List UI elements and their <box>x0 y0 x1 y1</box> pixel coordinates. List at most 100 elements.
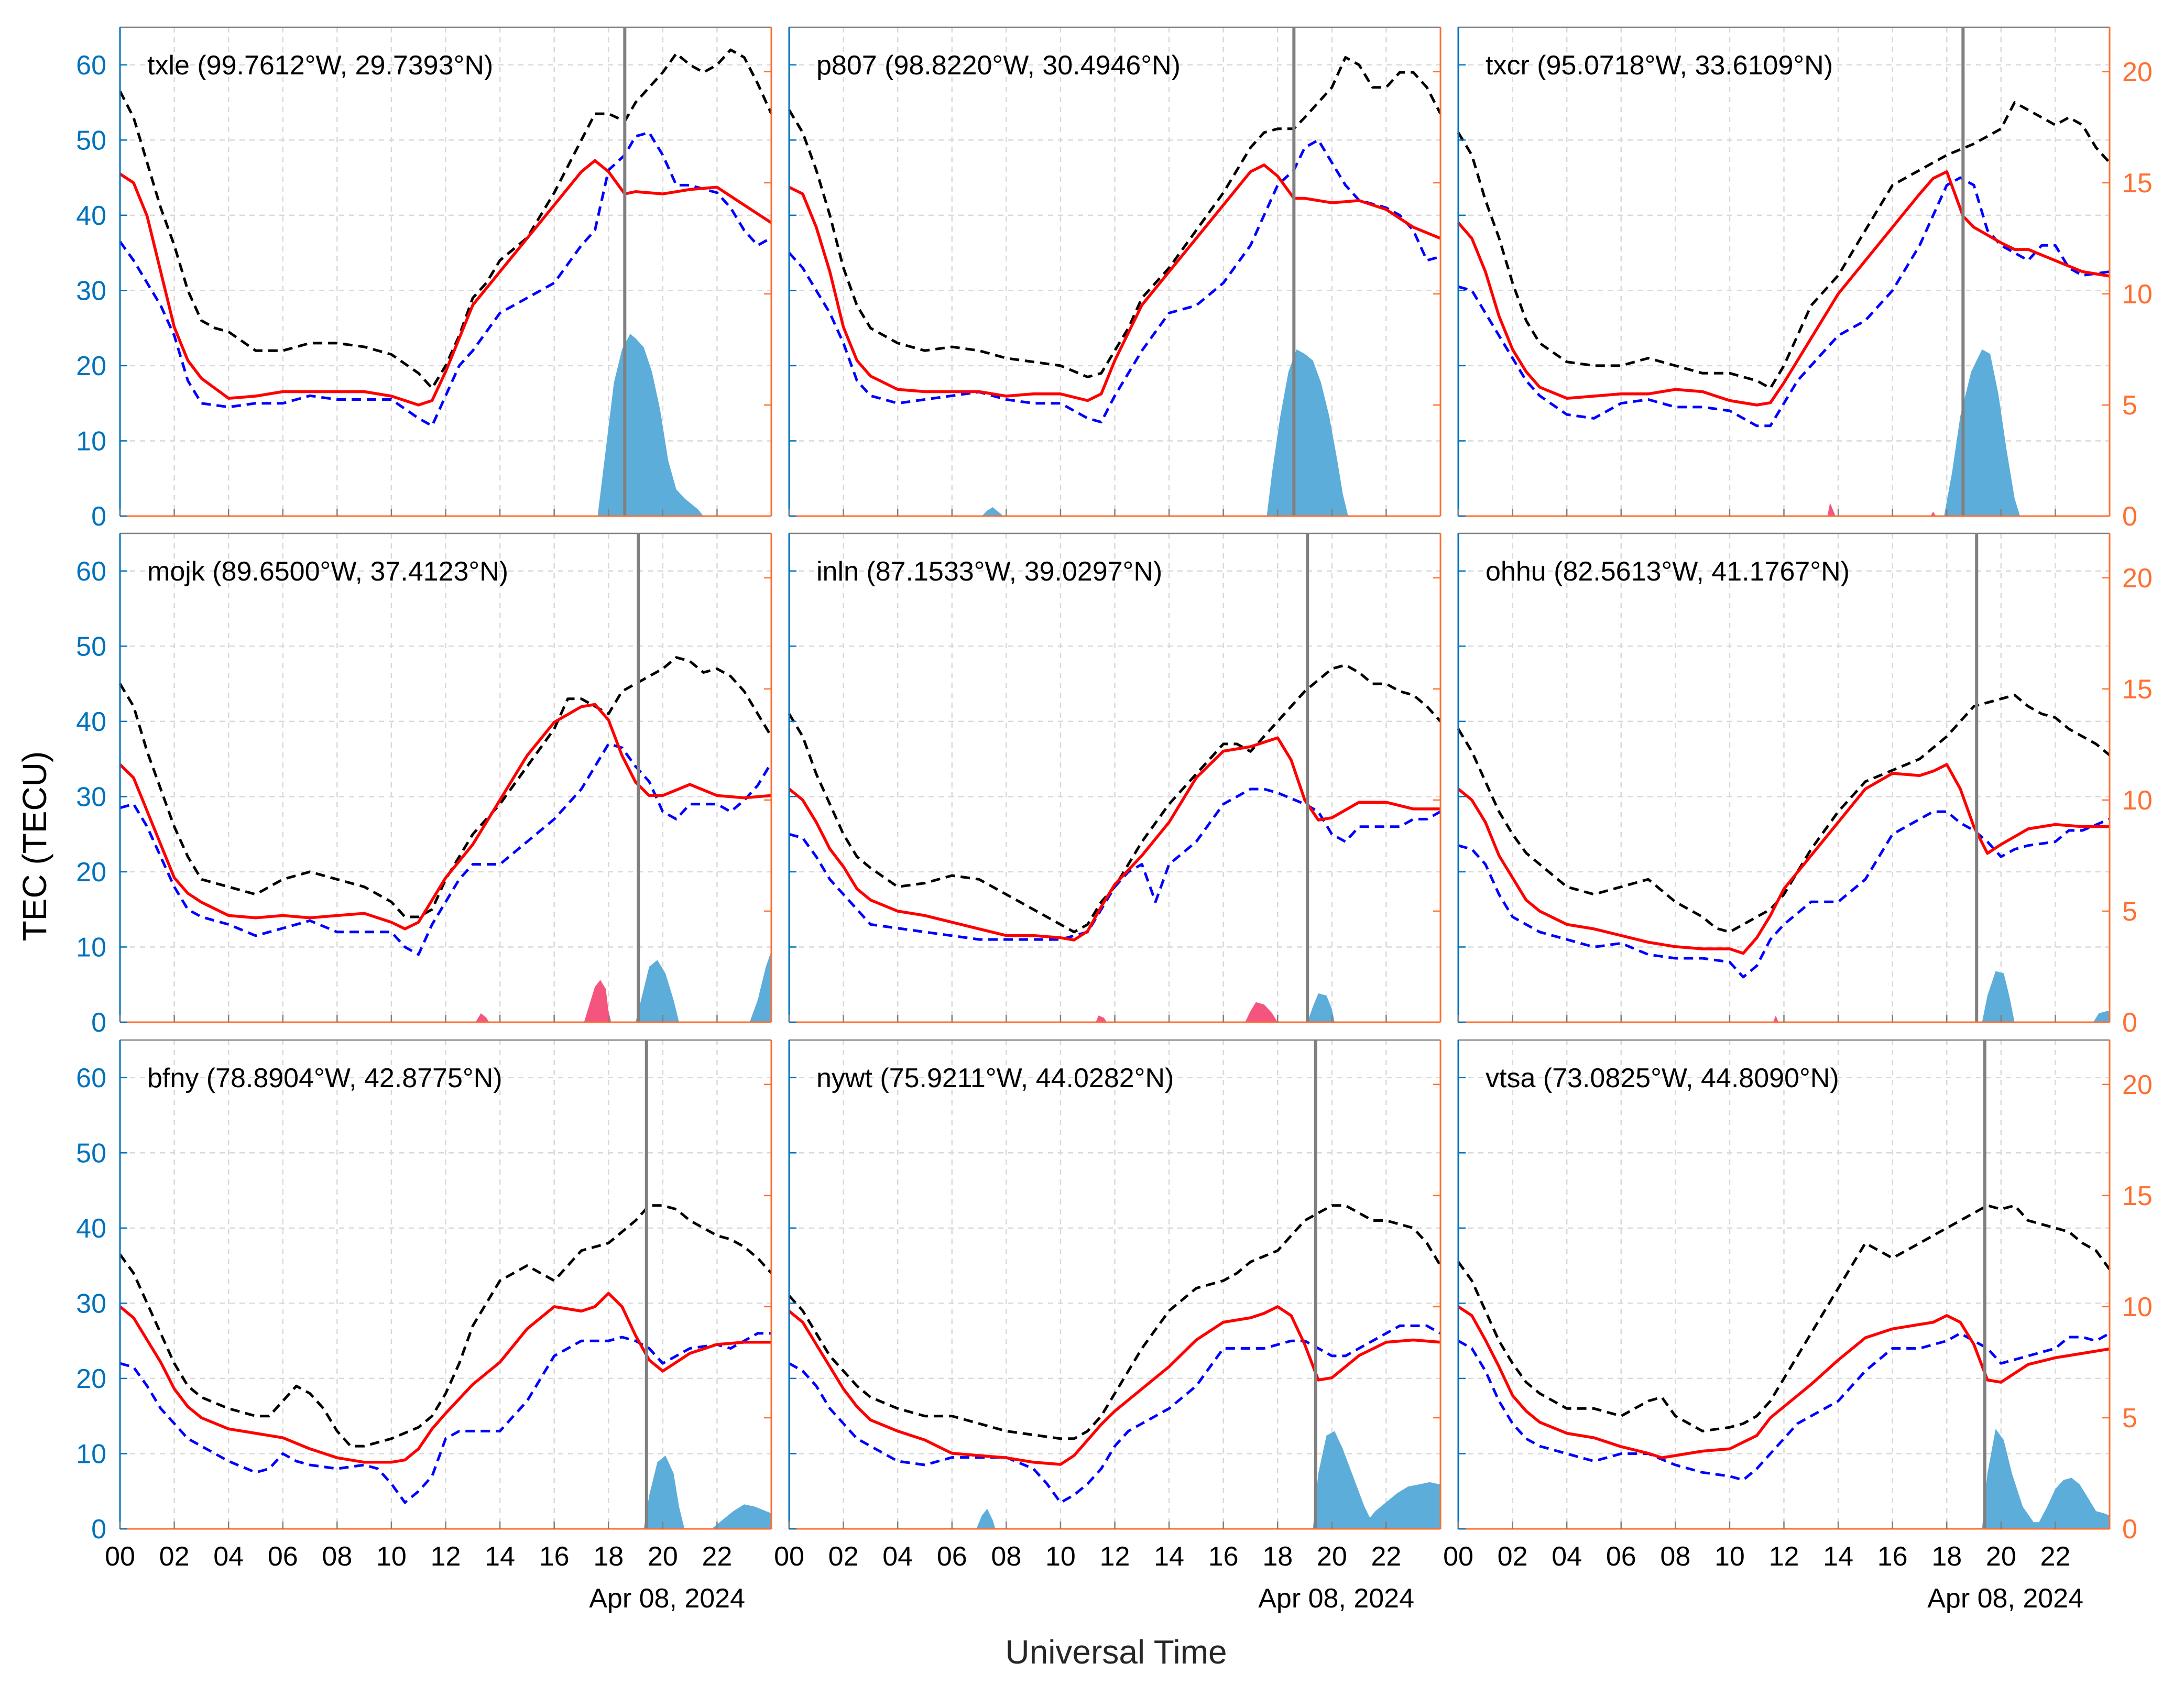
left-y-tick-label: 20 <box>76 351 106 381</box>
left-y-tick-label: 40 <box>76 1213 106 1244</box>
panel-2: p807 (98.8220°W, 30.4946°N) <box>788 26 1442 517</box>
x-tick-label: 14 <box>1823 1541 1853 1572</box>
left-y-tick-label: 0 <box>91 1514 106 1545</box>
left-y-tick-label: 20 <box>76 857 106 888</box>
left-y-tick-label: 30 <box>76 1288 106 1319</box>
series-red-line <box>119 1292 771 1464</box>
obscuration-fill-pink <box>1827 502 1936 516</box>
x-tick-label: 12 <box>1100 1541 1130 1572</box>
x-tick-label: 18 <box>593 1541 624 1572</box>
panel-title: mojk (89.6500°W, 37.4123°N) <box>147 556 508 587</box>
x-tick-label: 06 <box>937 1541 967 1572</box>
obscuration-fill-blue <box>643 1456 771 1529</box>
panel-title: txle (99.7612°W, 29.7393°N) <box>147 50 493 81</box>
x-tick-label: 00 <box>1443 1541 1473 1572</box>
left-y-tick-label: 60 <box>76 50 106 81</box>
series-red-line <box>788 163 1442 402</box>
panel-8: 00 02 04 06 08 10 12 14 16 18 20 22 Apr 08, 2024 nywt… <box>774 1039 1442 1614</box>
obscuration-fill-blue <box>1982 971 2110 1022</box>
right-y-tick-label: 0 <box>2122 1514 2137 1545</box>
x-tick-label: 06 <box>268 1541 298 1572</box>
x-tick-label: 08 <box>322 1541 352 1572</box>
x-tick-label: 20 <box>1986 1541 2016 1572</box>
x-tick-label: 22 <box>1371 1541 1401 1572</box>
panel-9: 0 5 10 15 20 00 02 04 06 08 10 12 14 16 18 20 22 Apr 08, … <box>1443 1039 2153 1614</box>
obscuration-fill-blue <box>1944 349 2021 516</box>
series-blue-dashed <box>1458 176 2110 428</box>
x-tick-label: 10 <box>376 1541 407 1572</box>
x-tick-label: 10 <box>1715 1541 1745 1572</box>
series-red-line <box>1457 763 2110 955</box>
series-black-dashed <box>788 663 1442 934</box>
series-black-dashed <box>118 656 773 918</box>
right-y-tick-label: 15 <box>2122 1181 2153 1211</box>
date-label: Apr 08, 2024 <box>1927 1583 2083 1614</box>
panel-4: 0 10 20 30 40 50 60 mojk (89.6500°W, 37.4123°N) <box>76 532 773 1038</box>
left-y-tick-label: 30 <box>76 276 106 306</box>
panel-title: vtsa (73.0825°W, 44.8090°N) <box>1486 1063 1839 1093</box>
right-y-tick-label: 15 <box>2122 674 2153 705</box>
obscuration-fill-blue <box>1982 1429 2110 1529</box>
x-tick-label: 04 <box>1552 1541 1582 1572</box>
right-y-tick-label: 0 <box>2122 501 2137 532</box>
left-y-tick-label: 10 <box>76 1439 106 1469</box>
left-y-tick-label: 30 <box>76 782 106 812</box>
x-tick-label: 20 <box>1317 1541 1347 1572</box>
obscuration-fill-pink <box>475 980 611 1022</box>
right-y-tick-label: 0 <box>2122 1008 2137 1038</box>
x-tick-label: 02 <box>159 1541 190 1572</box>
left-y-tick-label: 40 <box>76 707 106 737</box>
x-tick-label: 02 <box>828 1541 859 1572</box>
x-tick-label: 16 <box>1877 1541 1908 1572</box>
x-tick-label: 14 <box>485 1541 515 1572</box>
panel-title: txcr (95.0718°W, 33.6109°N) <box>1486 50 1833 81</box>
x-tick-label: 18 <box>1931 1541 1962 1572</box>
right-y-tick-label: 10 <box>2122 279 2153 310</box>
x-tick-label: 04 <box>882 1541 913 1572</box>
obscuration-fill-blue <box>981 349 1348 516</box>
right-y-tick-label: 5 <box>2122 896 2137 927</box>
x-tick-label: 22 <box>702 1541 732 1572</box>
x-tick-label: 04 <box>213 1541 244 1572</box>
x-tick-label: 18 <box>1262 1541 1293 1572</box>
left-y-tick-label: 10 <box>76 426 106 456</box>
series-red-line <box>1457 170 2110 407</box>
obscuration-fill-pink <box>1096 1002 1278 1022</box>
right-y-tick-label: 10 <box>2122 785 2153 816</box>
series-red-line <box>119 159 772 407</box>
x-axis-label: Universal Time <box>1005 1633 1227 1671</box>
right-y-tick-label: 20 <box>2122 57 2153 87</box>
panel-title: inln (87.1533°W, 39.0297°N) <box>816 556 1162 587</box>
x-tick-label: 16 <box>1208 1541 1239 1572</box>
right-y-tick-label: 20 <box>2122 1070 2153 1100</box>
x-tick-label: 20 <box>648 1541 678 1572</box>
panel-title: nywt (75.9211°W, 44.0282°N) <box>816 1063 1174 1093</box>
x-tick-label: 10 <box>1045 1541 1076 1572</box>
series-black-dashed <box>788 1204 1442 1440</box>
panel-5: inln (87.1533°W, 39.0297°N) <box>788 532 1442 1023</box>
panel-1: 0 10 20 30 40 50 60 txle (99.7612°W, 29.7393°N) <box>76 26 773 532</box>
series-black-dashed <box>788 56 1442 378</box>
x-tick-label: 08 <box>1660 1541 1690 1572</box>
panel-title: p807 (98.8220°W, 30.4946°N) <box>816 50 1181 81</box>
right-y-tick-label: 5 <box>2122 390 2137 421</box>
left-y-tick-label: 0 <box>91 1008 106 1038</box>
panel-3: 0 5 10 15 20 txcr (95.0718°W, 33.6109°N) <box>1457 26 2153 532</box>
x-tick-label: 00 <box>105 1541 135 1572</box>
date-label: Apr 08, 2024 <box>1258 1583 1414 1614</box>
obscuration-fill-blue <box>636 951 771 1022</box>
date-label: Apr 08, 2024 <box>589 1583 745 1614</box>
left-y-tick-label: 60 <box>76 1063 106 1093</box>
series-blue-dashed <box>788 138 1441 424</box>
right-y-tick-label: 15 <box>2122 168 2153 199</box>
x-tick-label: 12 <box>431 1541 461 1572</box>
x-tick-label: 08 <box>991 1541 1021 1572</box>
series-blue-dashed <box>119 742 773 956</box>
series-red-line <box>1457 1305 2110 1460</box>
series-black-dashed <box>118 48 773 390</box>
series-blue-dashed <box>1457 1332 2111 1482</box>
series-red-line <box>119 703 772 931</box>
obscuration-fill-blue <box>976 1431 1440 1529</box>
right-y-tick-label: 5 <box>2122 1403 2137 1434</box>
